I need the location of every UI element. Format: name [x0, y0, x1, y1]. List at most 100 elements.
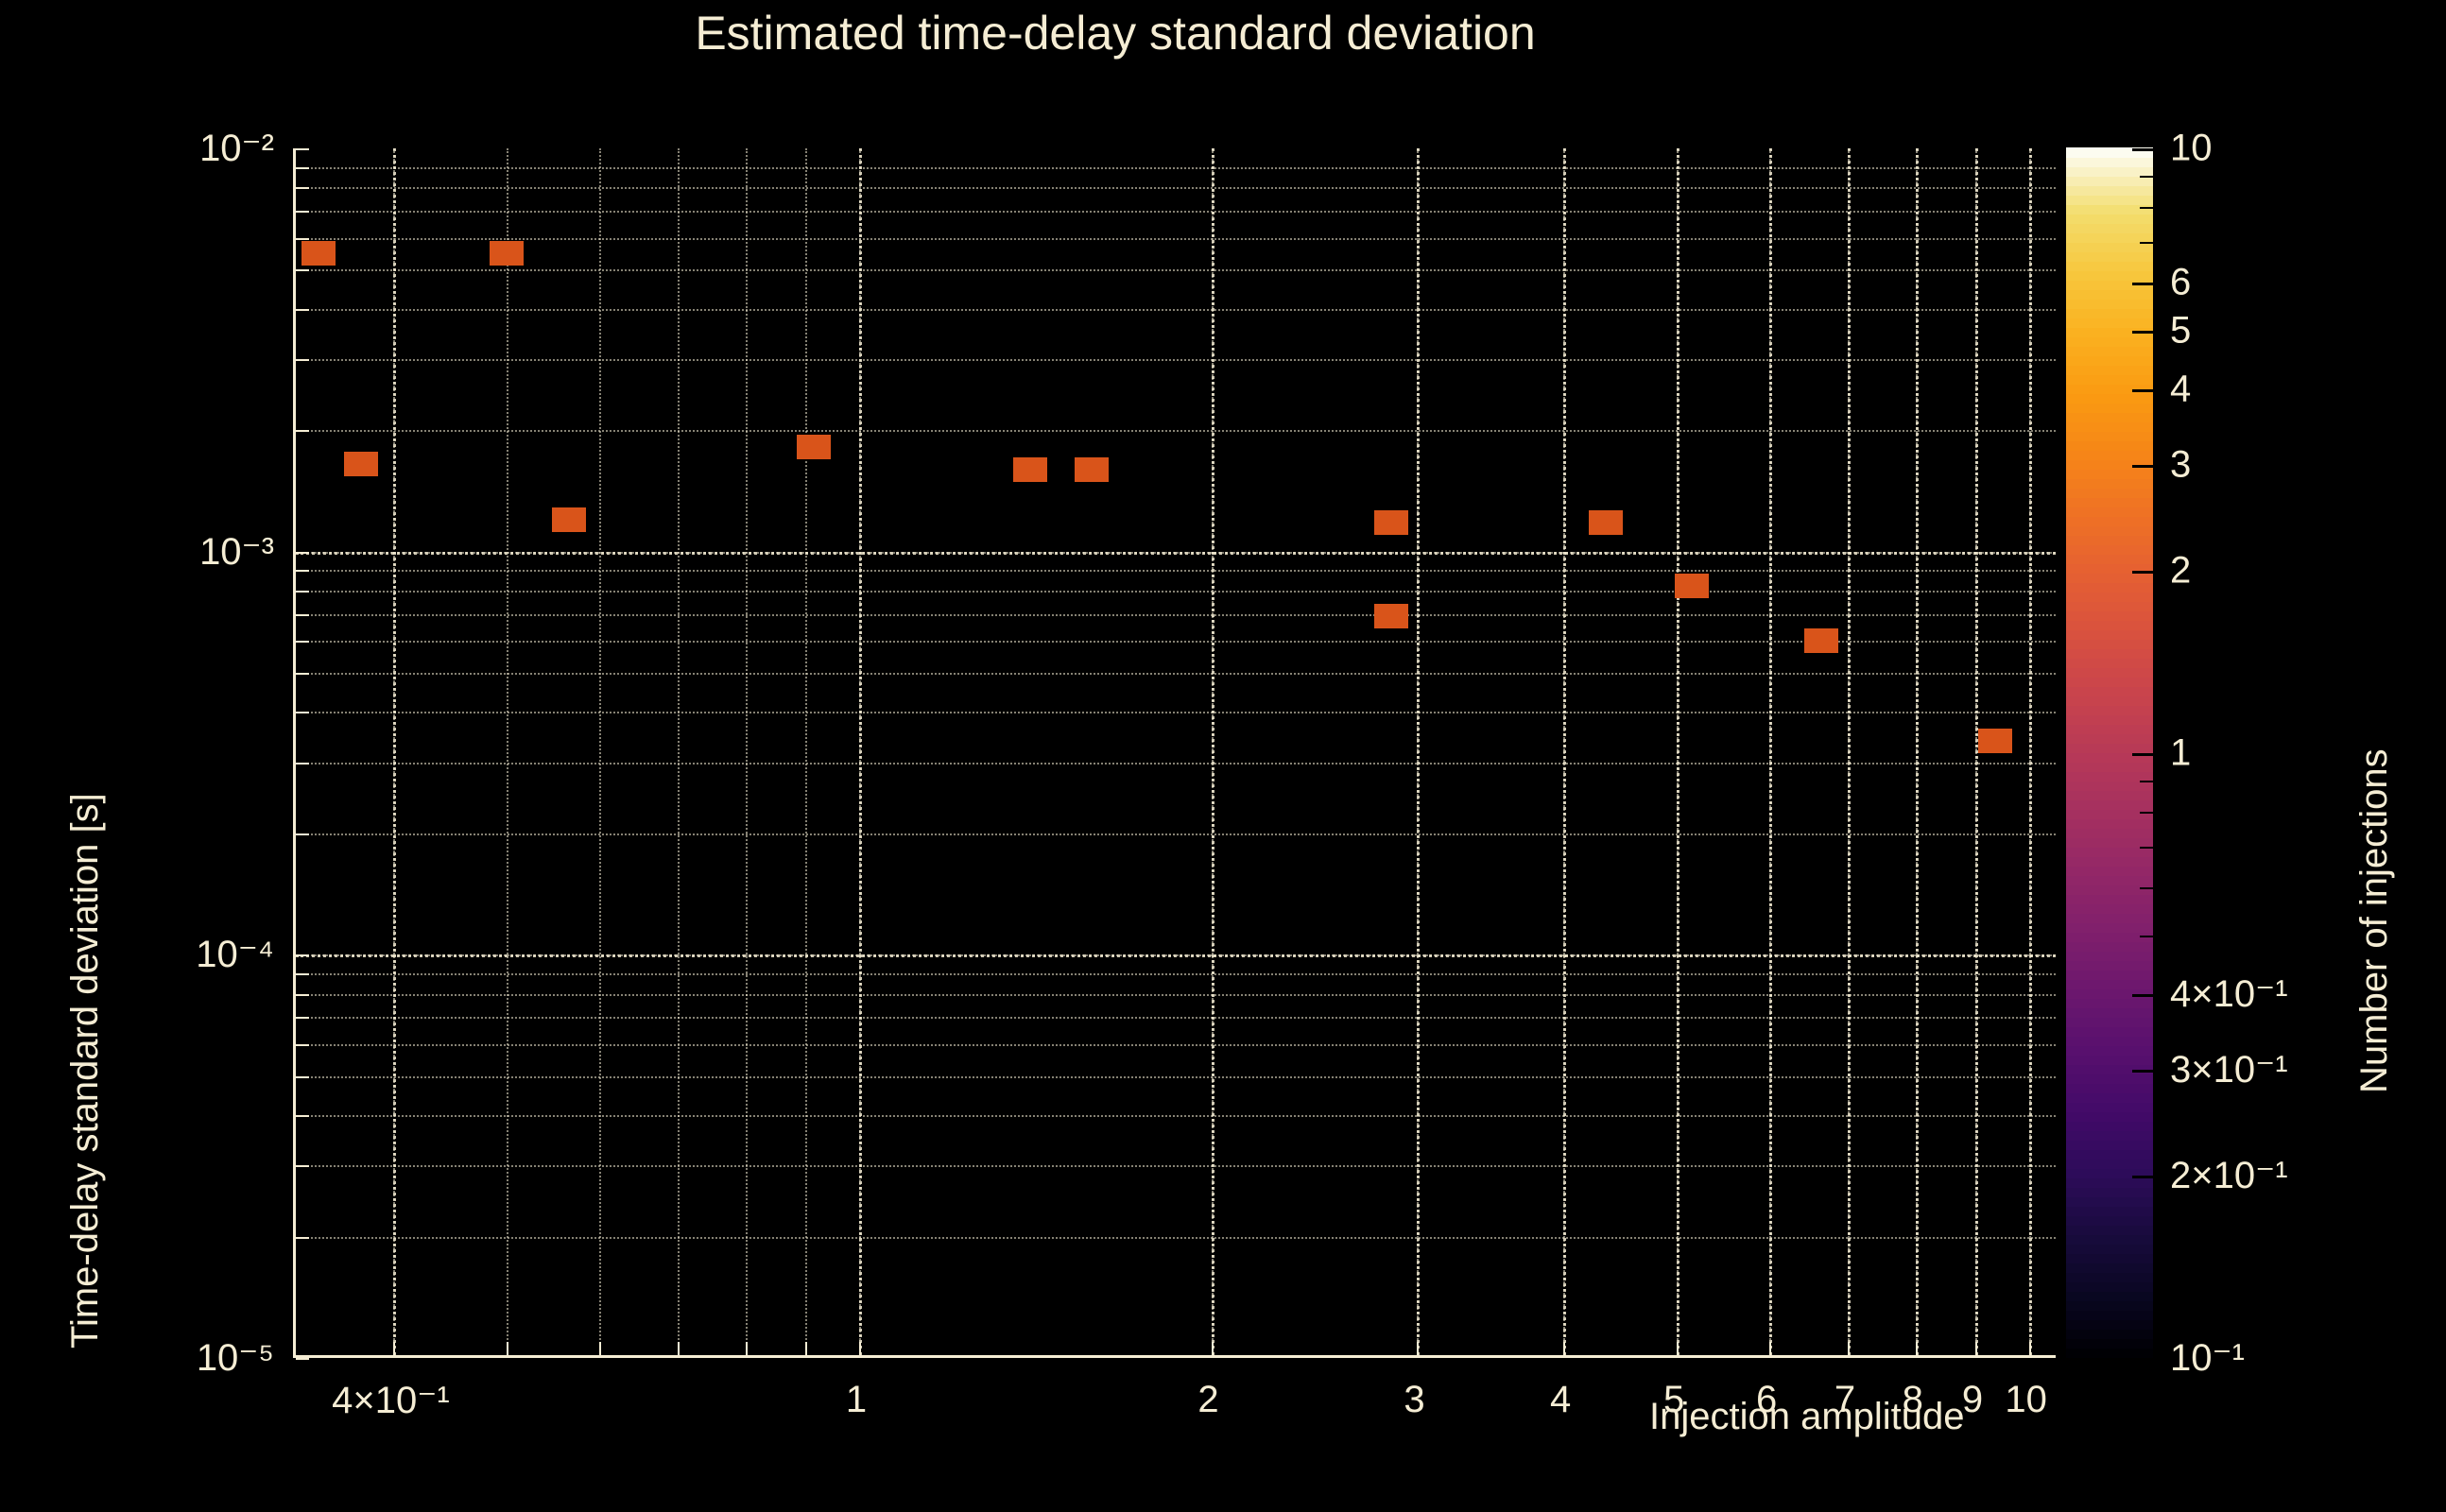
- colorbar-segment: [2066, 648, 2153, 659]
- colorbar-minor-tick: [2140, 1358, 2153, 1360]
- colorbar-segment: [2066, 696, 2153, 706]
- y-tick-mark: [296, 972, 309, 975]
- colorbar-segment: [2066, 469, 2153, 479]
- colorbar-tick-label: 10: [2170, 127, 2213, 169]
- y-tick-mark: [296, 570, 309, 573]
- colorbar-segment: [2066, 440, 2153, 451]
- colorbar: [2066, 147, 2153, 1361]
- y-tick-mark: [296, 211, 309, 214]
- data-point-marker: [552, 507, 587, 532]
- colorbar-segment: [2066, 1206, 2153, 1216]
- data-point-marker: [1804, 628, 1839, 654]
- colorbar-minor-tick: [2140, 207, 2153, 210]
- colorbar-segment: [2066, 629, 2153, 640]
- gridline-x-major: [393, 148, 397, 1355]
- x-tick-mark: [1417, 1342, 1420, 1355]
- colorbar-segment: [2066, 554, 2153, 564]
- y-tick-mark: [296, 712, 309, 714]
- colorbar-segment: [2066, 1177, 2153, 1188]
- colorbar-minor-tick: [2140, 847, 2153, 850]
- gridline-x-major: [1211, 148, 1214, 1355]
- gridline-y: [296, 613, 2056, 616]
- colorbar-segment: [2066, 280, 2153, 290]
- x-tick-label: 7: [1834, 1379, 1856, 1420]
- colorbar-segment: [2066, 894, 2153, 904]
- colorbar-segment: [2066, 147, 2153, 158]
- colorbar-tick-label: 5: [2170, 309, 2192, 352]
- colorbar-segment: [2066, 346, 2153, 356]
- colorbar-segment: [2066, 1234, 2153, 1245]
- colorbar-segment: [2066, 1064, 2153, 1074]
- colorbar-segment: [2066, 1083, 2153, 1093]
- colorbar-segment: [2066, 743, 2153, 753]
- y-tick-label: 10⁻⁵: [196, 1337, 274, 1379]
- y-tick-mark: [296, 187, 309, 190]
- colorbar-segment: [2066, 336, 2153, 347]
- colorbar-segment: [2066, 1319, 2153, 1330]
- x-tick-mark: [393, 1342, 396, 1355]
- colorbar-segment: [2066, 1074, 2153, 1084]
- gridline-y: [296, 430, 2056, 433]
- colorbar-tick-label: 6: [2170, 261, 2192, 303]
- y-tick-mark: [296, 954, 309, 957]
- colorbar-minor-tick: [2140, 1176, 2153, 1178]
- x-tick-mark: [1563, 1342, 1566, 1355]
- colorbar-segment: [2066, 1159, 2153, 1169]
- gridline-y: [296, 972, 2056, 975]
- colorbar-segment: [2066, 1348, 2153, 1358]
- colorbar-minor-tick: [2140, 330, 2153, 333]
- gridline-y: [296, 591, 2056, 593]
- y-tick-mark: [296, 269, 309, 272]
- colorbar-segment: [2066, 1215, 2153, 1226]
- colorbar-segment: [2066, 932, 2153, 942]
- gridline-y: [296, 1043, 2056, 1046]
- x-tick-mark: [805, 1342, 808, 1355]
- colorbar-segment: [2066, 913, 2153, 923]
- gridline-x-major: [1915, 148, 1919, 1355]
- gridline-y: [296, 187, 2056, 190]
- colorbar-segment: [2066, 686, 2153, 696]
- colorbar-segment: [2066, 828, 2153, 838]
- x-tick-label: 6: [1755, 1379, 1778, 1420]
- x-tick-mark: [1677, 1342, 1679, 1355]
- gridline-y: [296, 993, 2056, 996]
- colorbar-segment: [2066, 1017, 2153, 1027]
- colorbar-segment: [2066, 837, 2153, 848]
- colorbar-segment: [2066, 1168, 2153, 1178]
- colorbar-segment: [2066, 781, 2153, 791]
- colorbar-minor-tick: [2140, 935, 2153, 937]
- y-tick-mark: [296, 1236, 309, 1239]
- y-tick-mark: [296, 591, 309, 593]
- data-point-marker: [1674, 574, 1709, 599]
- colorbar-segment: [2066, 1045, 2153, 1056]
- gridline-y: [296, 237, 2056, 240]
- y-tick-mark: [296, 1075, 309, 1078]
- colorbar-segment: [2066, 573, 2153, 583]
- colorbar-segment: [2066, 450, 2153, 460]
- x-tick-label: 4×10⁻¹: [332, 1380, 450, 1421]
- colorbar-segment: [2066, 459, 2153, 470]
- colorbar-segment: [2066, 951, 2153, 961]
- gridline-y: [296, 641, 2056, 644]
- colorbar-segment: [2066, 610, 2153, 621]
- y-tick-mark: [296, 551, 309, 554]
- colorbar-segment: [2066, 1130, 2153, 1141]
- x-tick-mark: [1211, 1342, 1214, 1355]
- x-tick-label: 4: [1550, 1379, 1572, 1420]
- colorbar-segment: [2066, 289, 2153, 300]
- gridline-y: [296, 211, 2056, 214]
- colorbar-segment: [2066, 223, 2153, 233]
- gridline-x: [678, 148, 680, 1355]
- x-tick-mark: [599, 1342, 602, 1355]
- data-point-marker: [1074, 456, 1109, 482]
- data-point-marker: [343, 451, 378, 476]
- colorbar-segment: [2066, 714, 2153, 725]
- data-point-marker: [1012, 456, 1047, 482]
- x-tick-label: 9: [1961, 1379, 1984, 1420]
- colorbar-minor-tick: [2140, 571, 2153, 574]
- colorbar-segment: [2066, 516, 2153, 526]
- gridline-y: [296, 1165, 2056, 1168]
- y-tick-mark: [296, 1043, 309, 1046]
- colorbar-minor-tick: [2140, 781, 2153, 783]
